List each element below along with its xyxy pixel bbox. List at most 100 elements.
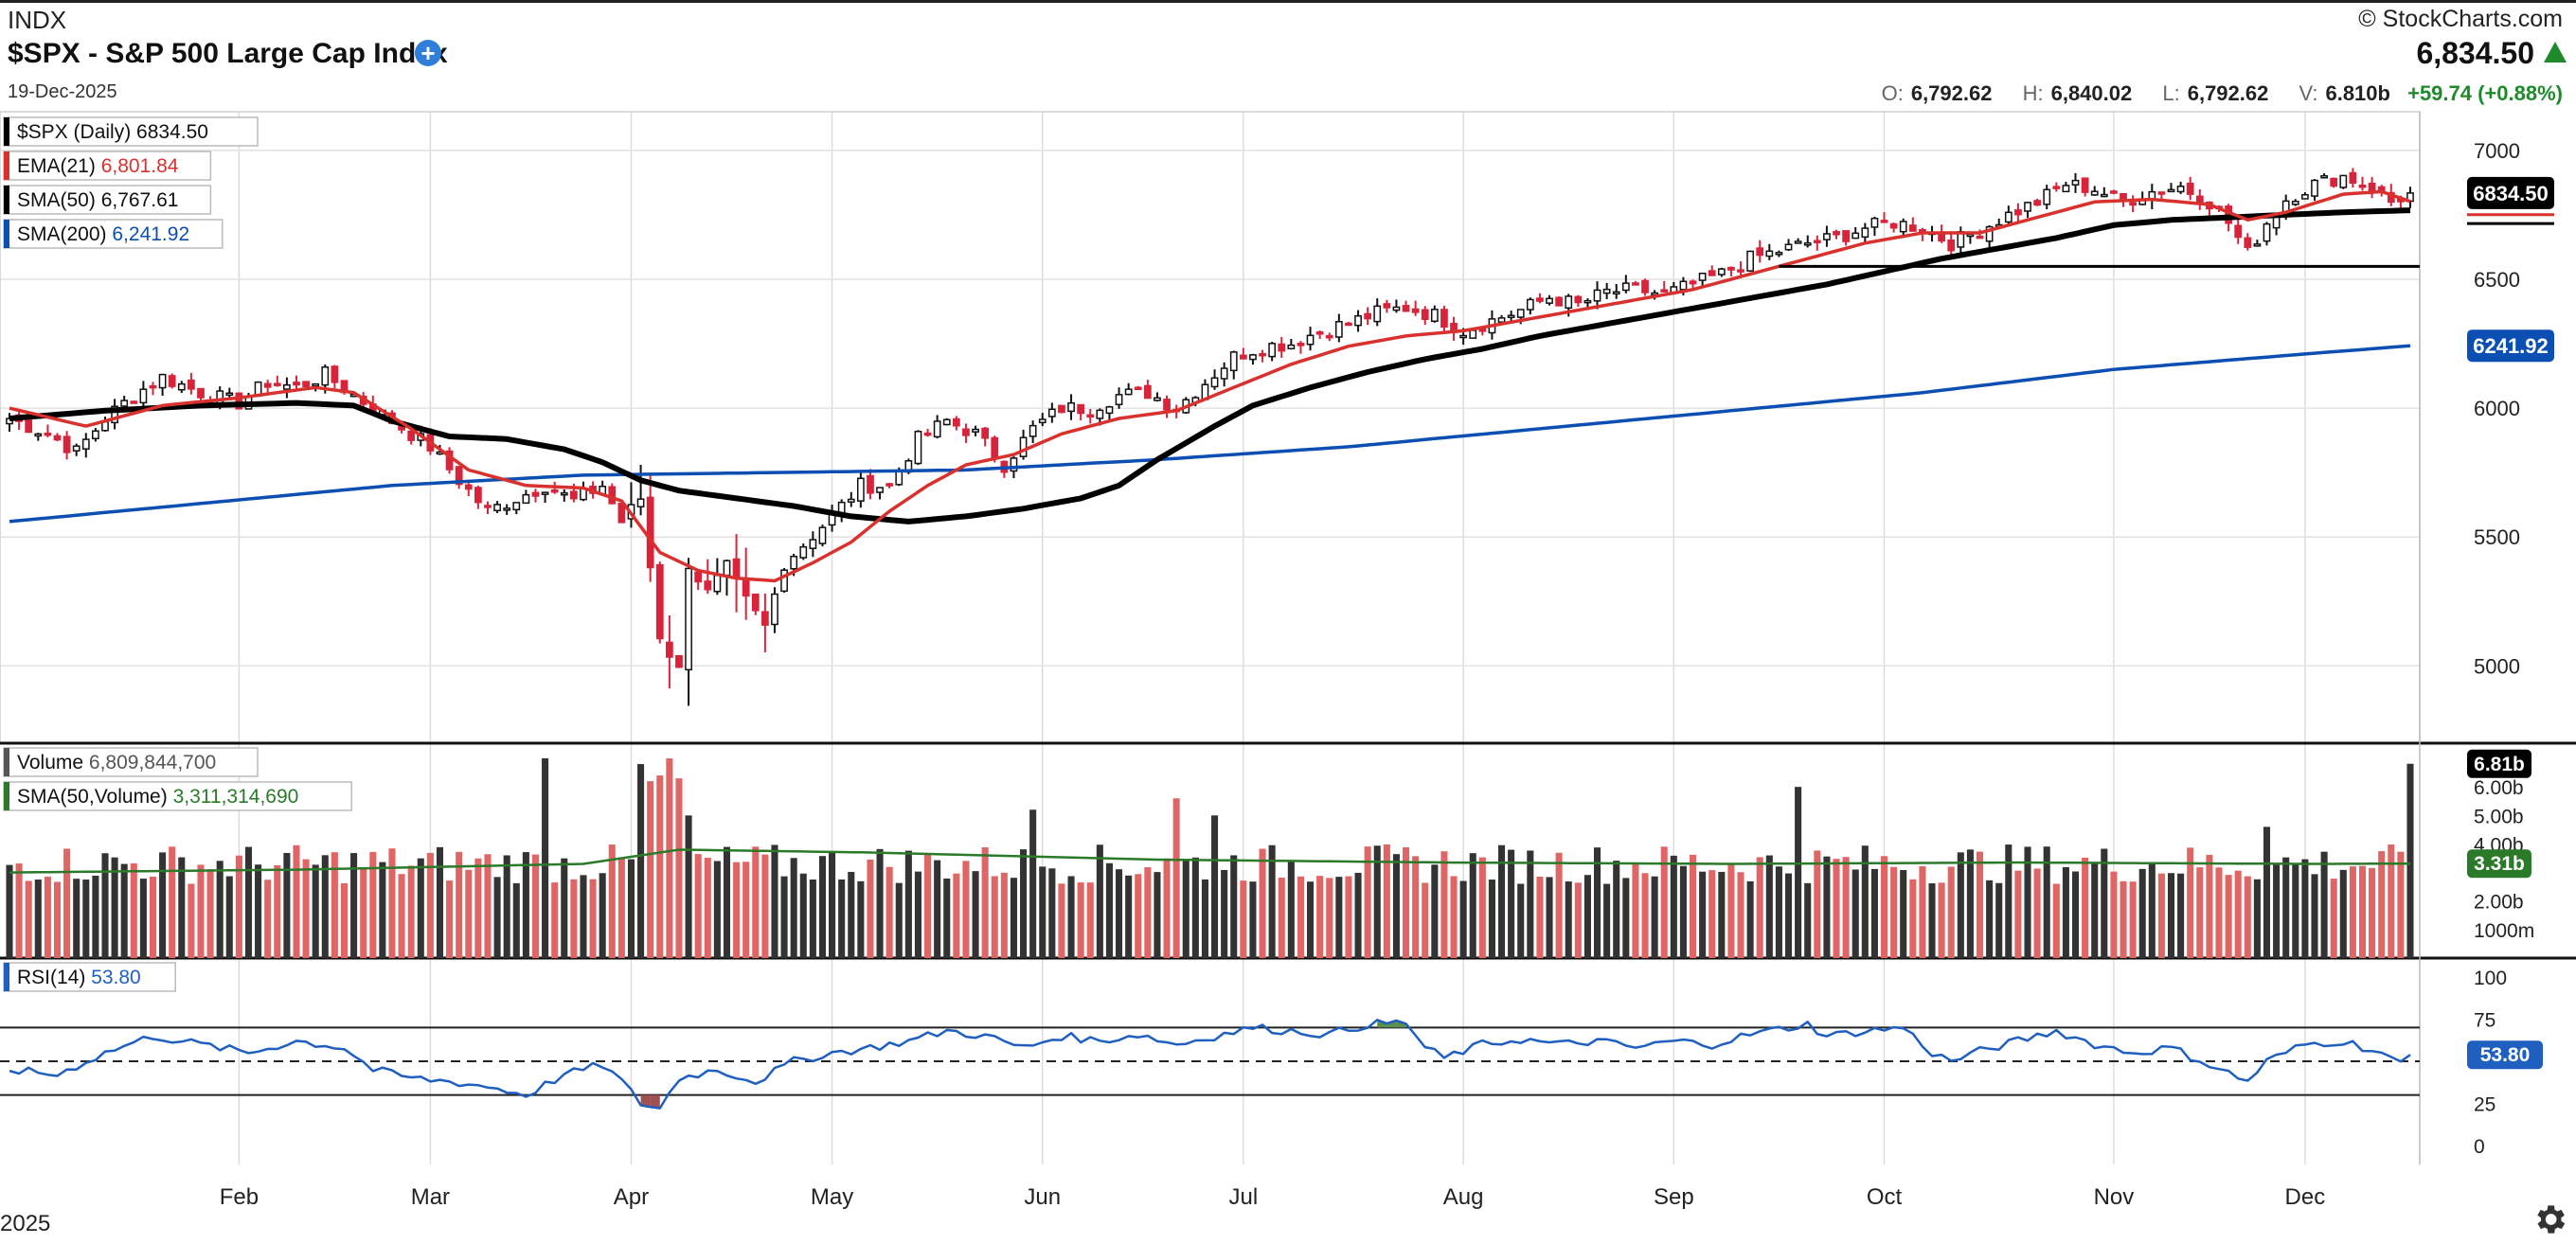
volume-bar [350,853,358,958]
candle-body [2043,188,2051,205]
candle-body [2157,191,2166,195]
candle-body [92,430,99,439]
candle-body [2291,201,2299,205]
volume-bar [733,862,741,958]
candle [263,380,272,394]
candle-body [1019,436,1028,457]
candle-body [1287,344,1296,350]
volume-bar [953,873,960,958]
page-title: $SPX - S&P 500 Large Cap Index [8,38,448,69]
volume-bar [857,880,865,958]
high-label: H: [2022,81,2044,105]
candle [1507,311,1515,322]
legend-name: RSI(14) [17,967,91,988]
volume-bar [255,864,262,958]
volume-bar [1154,872,1161,958]
candle [53,433,62,442]
candle-body [503,507,511,511]
candle-body [484,505,492,508]
candle-body [952,418,960,427]
x-tick-label-feb: Feb [220,1184,259,1210]
plus-circle-icon[interactable]: + [415,40,441,66]
candle-body [2253,243,2262,247]
candle-body [1737,269,1744,273]
open-value: 6,792.62 [1910,81,1993,105]
volume-bar [1135,874,1142,958]
volume-bar [120,863,128,958]
price-tick-label: 6000 [2474,397,2520,420]
rsi-legend-item: RSI(14) 53.80 [3,962,176,992]
candle-body [2090,190,2099,196]
volume-bar [312,864,319,958]
candle-body [713,574,722,593]
volume-bar [360,867,367,958]
volume-bar [666,758,673,958]
volume-bar [1345,876,1352,958]
candle [1621,275,1630,293]
ema21-line [9,189,2411,583]
volume-bar [1641,873,1649,958]
volume-bar [1737,872,1744,958]
volume-bar [2138,868,2146,958]
candle-body [1784,243,1793,251]
brand-logo[interactable]: © StockCharts.com [2358,6,2563,32]
volume-bar [293,844,300,958]
volume-bar [1536,876,1544,958]
candle-body [2100,193,2108,198]
legend-value: 6,767.61 [101,189,179,211]
volume-bar [53,881,62,958]
volume-bar [1412,856,1420,958]
candle [1536,293,1544,304]
volume-bar [1986,880,1994,958]
candle [503,504,511,515]
candle-body [1632,282,1639,286]
volume-sma-line [9,848,2410,874]
volume-bar [1249,881,1257,958]
volume-bar [752,846,760,958]
volume-bar [1077,882,1084,958]
candle [1029,420,1037,444]
candle-body [2186,182,2194,195]
volume-legend-item: SMA(50,Volume) 3,311,314,690 [3,781,352,811]
candle [1746,250,1755,273]
candle [2320,173,2328,179]
candle-body [1440,309,1448,329]
candle-body [1803,242,1812,246]
volume-tick-label: 1000m [2474,920,2534,942]
volume-bar [1172,798,1180,958]
candle [1612,283,1620,299]
candle [464,483,473,496]
legend-label: Volume 6,809,844,700 [17,752,216,773]
volume-bar [73,879,80,958]
candle [72,443,80,456]
x-tick-label-jun: Jun [1024,1184,1061,1210]
volume-bar [1870,868,1878,958]
volume-bar [1020,849,1028,958]
volume-bar [1058,883,1065,958]
volume-bar [1880,856,1888,958]
candle-body [799,545,808,559]
candle [1602,282,1611,300]
legend-name: Volume [17,752,89,773]
volume-bar [1574,882,1582,958]
candle-body [1842,230,1851,242]
candle [1823,225,1831,247]
candle [1765,243,1774,260]
candle [685,558,692,706]
candle-body [1689,280,1697,285]
volume-bar [1029,809,1037,958]
volume-bar [2071,871,2080,958]
candle [1143,380,1152,400]
volume-bar [1727,864,1735,958]
gear-icon[interactable] [2531,1200,2568,1238]
volume-bar [1488,880,1495,958]
candle [2358,176,2367,191]
candle [732,534,741,613]
volume-tick-label: 5.00b [2474,806,2524,827]
rsi-tag-label: 53.80 [2480,1044,2531,1066]
volume-bar [1679,865,1687,958]
volume-bar [943,878,951,958]
candle [1105,405,1114,421]
candle-body [1593,289,1601,302]
